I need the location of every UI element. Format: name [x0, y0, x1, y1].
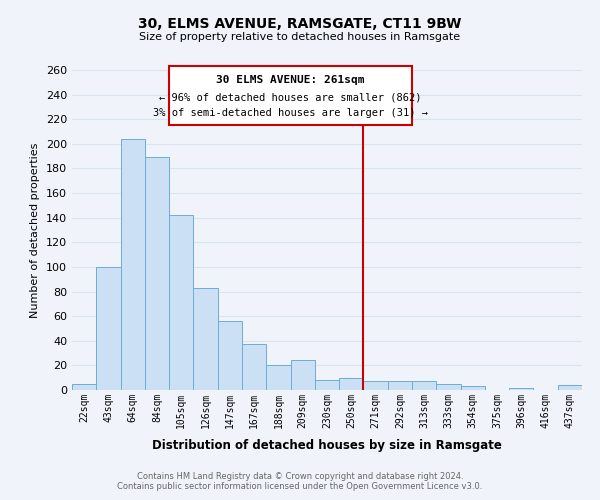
- Bar: [412, 382, 436, 390]
- Bar: [558, 385, 582, 390]
- Text: 3% of semi-detached houses are larger (31) →: 3% of semi-detached houses are larger (3…: [153, 108, 428, 118]
- Bar: [509, 388, 533, 390]
- Bar: [169, 66, 412, 126]
- Bar: [364, 382, 388, 390]
- Bar: [315, 380, 339, 390]
- Bar: [96, 267, 121, 390]
- Bar: [290, 360, 315, 390]
- Bar: [169, 215, 193, 390]
- Text: Contains public sector information licensed under the Open Government Licence v3: Contains public sector information licen…: [118, 482, 482, 491]
- Bar: [266, 366, 290, 390]
- Bar: [72, 384, 96, 390]
- Bar: [121, 139, 145, 390]
- Bar: [242, 344, 266, 390]
- X-axis label: Distribution of detached houses by size in Ramsgate: Distribution of detached houses by size …: [152, 439, 502, 452]
- Text: 30, ELMS AVENUE, RAMSGATE, CT11 9BW: 30, ELMS AVENUE, RAMSGATE, CT11 9BW: [139, 18, 461, 32]
- Bar: [461, 386, 485, 390]
- Text: 30 ELMS AVENUE: 261sqm: 30 ELMS AVENUE: 261sqm: [217, 75, 365, 85]
- Bar: [388, 382, 412, 390]
- Text: Size of property relative to detached houses in Ramsgate: Size of property relative to detached ho…: [139, 32, 461, 42]
- Bar: [145, 158, 169, 390]
- Text: ← 96% of detached houses are smaller (862): ← 96% of detached houses are smaller (86…: [160, 92, 422, 102]
- Y-axis label: Number of detached properties: Number of detached properties: [31, 142, 40, 318]
- Bar: [218, 321, 242, 390]
- Bar: [339, 378, 364, 390]
- Bar: [436, 384, 461, 390]
- Text: Contains HM Land Registry data © Crown copyright and database right 2024.: Contains HM Land Registry data © Crown c…: [137, 472, 463, 481]
- Bar: [193, 288, 218, 390]
